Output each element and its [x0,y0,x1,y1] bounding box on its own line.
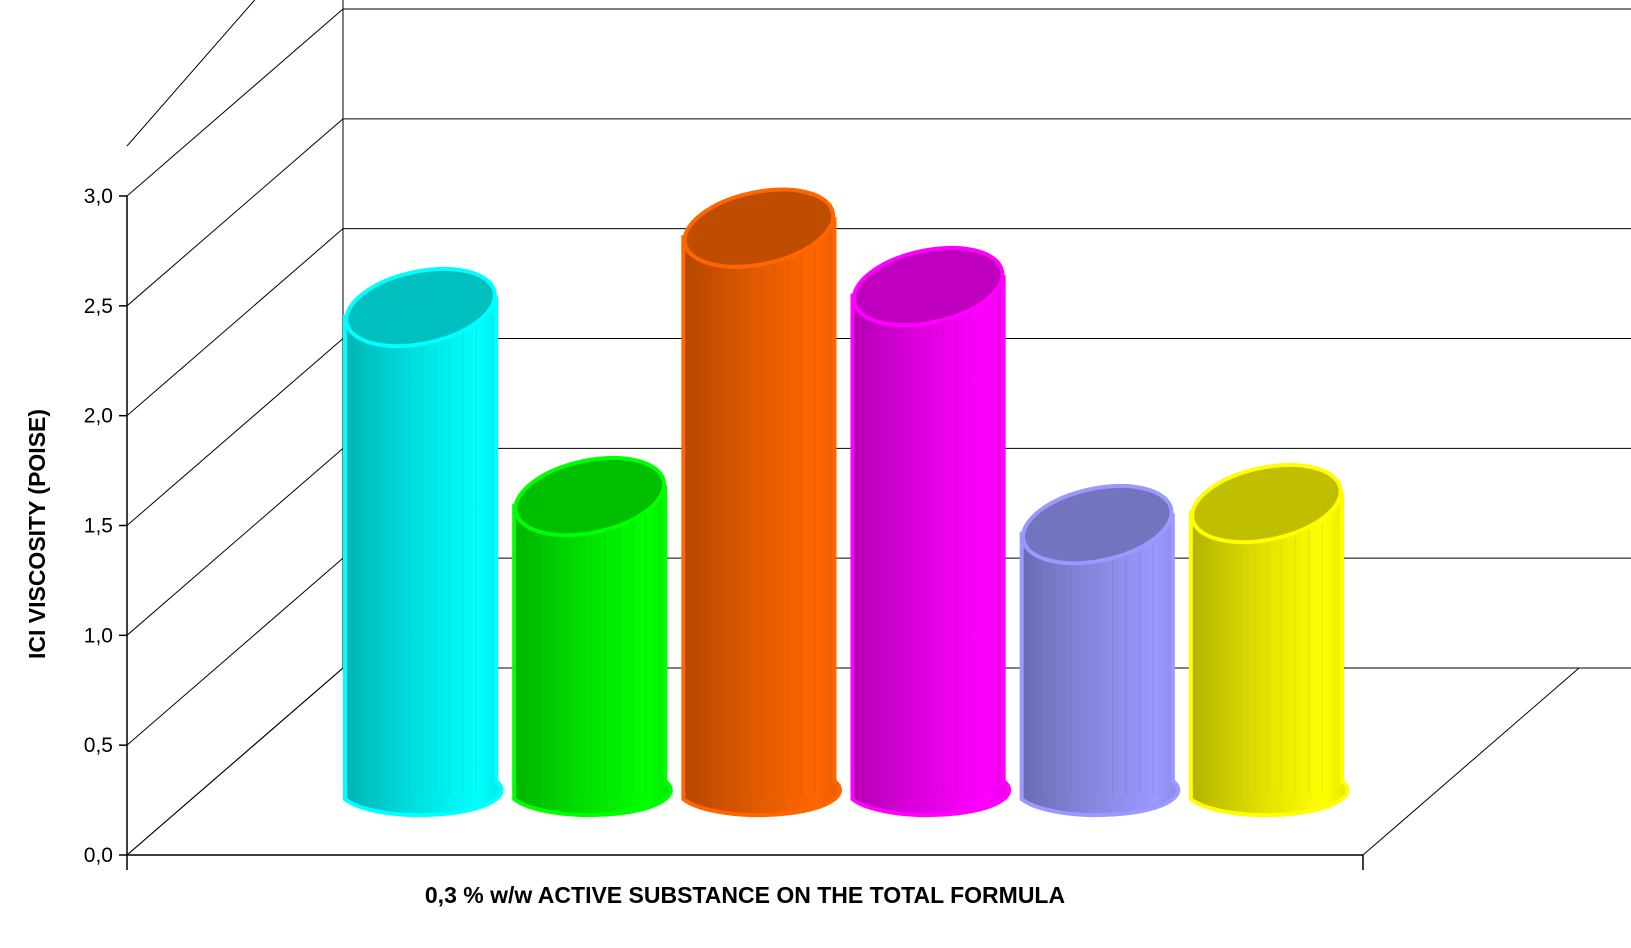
bar-6 [1188,463,1350,818]
y-tick-label: 1,0 [84,624,113,647]
side-gridline [126,667,344,856]
bar-2 [512,456,673,818]
y-tick-label: 3,0 [84,185,113,208]
bar-cap [344,266,497,349]
y-tick-label: 2,0 [84,405,113,428]
bar-5 [1019,484,1181,818]
y-tick-label: 2,5 [84,295,113,318]
bar-cap [513,456,667,538]
bar-1 [343,266,504,818]
bar-body [1188,492,1350,818]
bar-4 [850,245,1012,818]
bar-body [681,216,842,818]
bar-cap [1020,484,1174,566]
y-tick-label: 1,5 [84,515,113,538]
bar-3 [681,187,842,818]
side-gridline [126,338,344,526]
y-axis-title: ICI VISCOSITY (POISE) [24,409,50,659]
bar-body [343,296,504,818]
bar-body [512,485,673,818]
bar-body [850,275,1012,818]
side-wall-top [126,0,256,147]
bar-cap [682,187,836,269]
side-gridline [126,557,344,746]
y-tick-label: 0,0 [84,844,113,867]
side-gridline [126,8,344,197]
side-gridline [126,447,344,636]
side-gridline [126,118,344,307]
side-gridline [126,228,344,417]
bar-cap [851,245,1005,328]
bars [343,187,1350,818]
x-axis-title: 0,3 % w/w ACTIVE SUBSTANCE ON THE TOTAL … [425,882,1065,908]
y-tick-label: 0,5 [84,734,113,757]
bar-cap [1190,463,1343,545]
y-axis-ticks: 0,0 0,5 1,0 1,5 2,0 2,5 3,0 [84,185,127,867]
